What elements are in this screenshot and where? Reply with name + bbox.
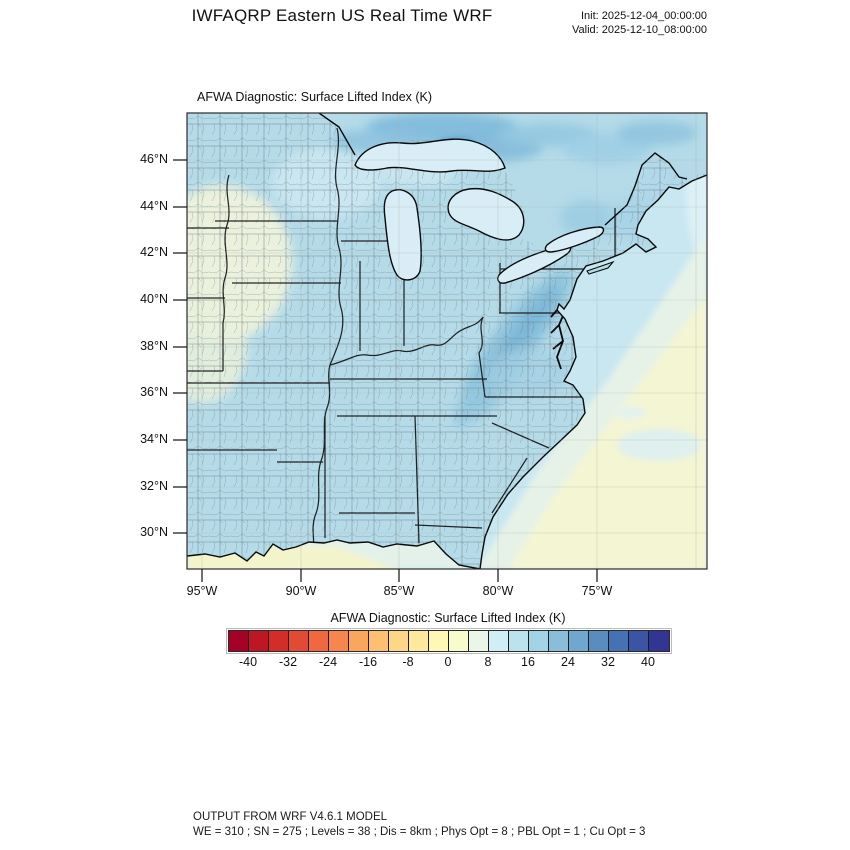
great-lakes: [354, 138, 605, 284]
colorbar-cell: [249, 631, 269, 651]
lake-ontario: [544, 226, 605, 253]
colorbar-cell: [429, 631, 449, 651]
lat-tick-label: 42°N: [140, 245, 168, 259]
lake-michigan: [383, 189, 422, 281]
map-body: [187, 113, 707, 569]
colorbar-cell: [569, 631, 589, 651]
map-canvas: [173, 112, 708, 582]
colorbar-tick-label: 32: [601, 655, 615, 669]
coastline: [187, 174, 707, 569]
lat-tick-label: 40°N: [140, 292, 168, 306]
lon-tick-label: 80°W: [482, 584, 514, 598]
colorbar-tick-label: -16: [358, 655, 378, 669]
lake-superior: [354, 138, 506, 173]
colorbar-cell: [329, 631, 349, 651]
colorbar-tick-label: -24: [318, 655, 338, 669]
page-title: IWFAQRP Eastern US Real Time WRF: [191, 6, 493, 25]
offshore-blue-blob-small: [614, 406, 646, 420]
colorbar-cell: [529, 631, 549, 651]
colorbar: [226, 628, 672, 654]
canada-dark-patch-6: [617, 121, 697, 145]
colorbar-cell: [309, 631, 329, 651]
colorbar-tick-label: 0: [444, 655, 452, 669]
colorbar-cell: [629, 631, 649, 651]
long-island: [586, 260, 615, 275]
colorbar-cell: [489, 631, 509, 651]
lon-tick-label: 95°W: [186, 584, 218, 598]
lat-tick-label: 46°N: [140, 152, 168, 166]
colorbar-cell: [609, 631, 629, 651]
map-frame: [186, 112, 708, 570]
lake-huron: [447, 187, 525, 241]
colorbar-cell: [509, 631, 529, 651]
colorbar-cell: [289, 631, 309, 651]
colorbar-cell: [649, 631, 669, 651]
colorbar-cell: [449, 631, 469, 651]
colorbar-cell: [409, 631, 429, 651]
colorbar-tick-label: 24: [561, 655, 575, 669]
lat-tick-label: 34°N: [140, 432, 168, 446]
lon-tick-label: 85°W: [383, 584, 415, 598]
colorbar-cell: [589, 631, 609, 651]
lat-tick-label: 38°N: [140, 339, 168, 353]
colorbar-tick-label: -8: [402, 655, 414, 669]
offshore-blue-blob: [617, 429, 701, 461]
colorbar-tick-label: -32: [278, 655, 298, 669]
chesapeake-bay: [550, 309, 566, 370]
lat-tick-label: 30°N: [140, 525, 168, 539]
atlantic-offshore-yellow: [509, 295, 707, 569]
colorbar-cell: [269, 631, 289, 651]
colorbar-title: AFWA Diagnostic: Surface Lifted Index (K…: [330, 611, 566, 625]
colorbar-tick-label: 16: [521, 655, 535, 669]
model-info: OUTPUT FROM WRF V4.6.1 MODEL WE = 310 ; …: [193, 810, 645, 840]
lake-erie: [497, 243, 572, 284]
colorbar-cell: [389, 631, 409, 651]
valid-time: Valid: 2025-12-10_08:00:00: [572, 24, 707, 36]
timestamp-block: Init: 2025-12-04_00:00:00 Valid: 2025-12…: [572, 9, 707, 37]
map-title: AFWA Diagnostic: Surface Lifted Index (K…: [197, 90, 433, 104]
lat-tick-label: 32°N: [140, 479, 168, 493]
lat-tick-label: 44°N: [140, 199, 168, 213]
colorbar-tick-label: -40: [238, 655, 258, 669]
colorbar-tick-label: 8: [484, 655, 492, 669]
colorbar-cell: [549, 631, 569, 651]
init-time: Init: 2025-12-04_00:00:00: [581, 10, 707, 22]
colorbar-tick-label: 40: [641, 655, 655, 669]
lon-tick-label: 75°W: [581, 584, 613, 598]
colorbar-cell: [369, 631, 389, 651]
graticule: [187, 113, 707, 569]
model-info-line2: WE = 310 ; SN = 275 ; Levels = 38 ; Dis …: [193, 826, 646, 838]
canada-border: [318, 113, 688, 226]
model-info-line1: OUTPUT FROM WRF V4.6.1 MODEL: [193, 811, 388, 823]
colorbar-cell: [229, 631, 249, 651]
lon-tick-label: 90°W: [285, 584, 317, 598]
colorbar-cell: [469, 631, 489, 651]
colorbar-cell: [349, 631, 369, 651]
lat-tick-label: 36°N: [140, 385, 168, 399]
axis-ticks: [173, 159, 598, 582]
